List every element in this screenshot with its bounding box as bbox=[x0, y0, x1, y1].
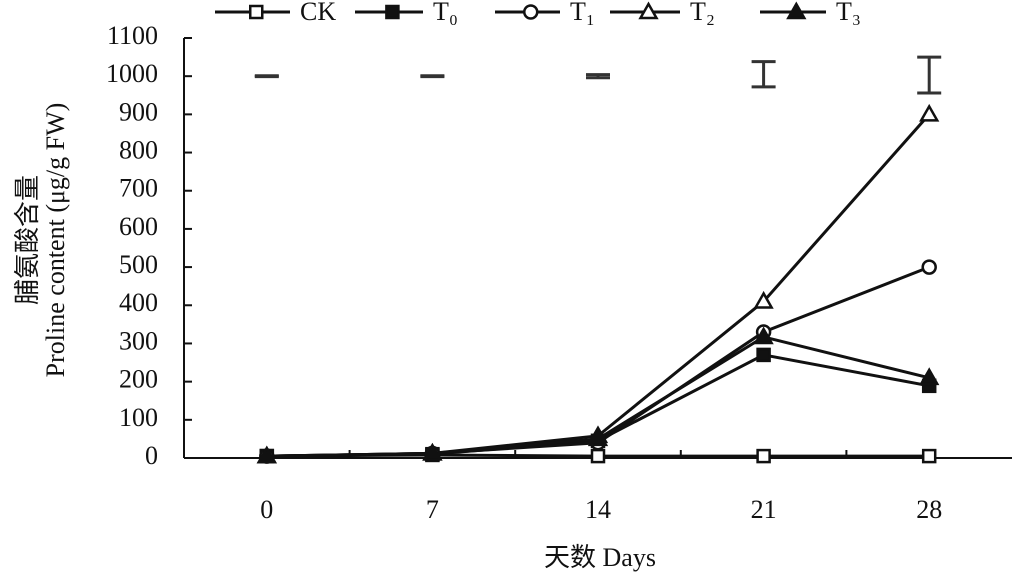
legend-marker bbox=[385, 4, 400, 20]
y-tick-label: 800 bbox=[119, 136, 158, 165]
x-axis-label: 天数 Days bbox=[544, 543, 656, 572]
data-point bbox=[919, 367, 940, 386]
legend-marker bbox=[249, 4, 264, 20]
data-point bbox=[590, 448, 606, 464]
y-tick-label: 1000 bbox=[106, 59, 158, 88]
legend-label: CK bbox=[300, 0, 336, 26]
error-bar bbox=[917, 55, 942, 95]
y-tick-label: 700 bbox=[119, 174, 158, 203]
error-bar bbox=[586, 73, 610, 80]
x-tick-label: 21 bbox=[751, 495, 777, 524]
x-tick-label: 7 bbox=[426, 495, 439, 524]
x-tick-label: 0 bbox=[260, 495, 273, 524]
y-tick-label: 1100 bbox=[107, 21, 158, 50]
data-point bbox=[919, 103, 940, 122]
y-tick-label: 500 bbox=[119, 250, 158, 279]
x-tick-label: 28 bbox=[916, 495, 942, 524]
legend-label: T₀ bbox=[433, 0, 458, 26]
data-point bbox=[921, 448, 937, 464]
y-tick-label: 600 bbox=[119, 212, 158, 241]
data-point bbox=[587, 428, 609, 447]
data-point bbox=[921, 259, 937, 275]
data-point bbox=[753, 290, 774, 309]
x-tick-label: 14 bbox=[585, 495, 611, 524]
y-tick-label: 100 bbox=[119, 403, 158, 432]
y-axis-label: Proline content (μg/g FW) bbox=[41, 103, 70, 378]
y-tick-label: 300 bbox=[119, 326, 158, 355]
data-point bbox=[756, 347, 771, 363]
legend-label: T₃ bbox=[836, 0, 861, 26]
legend-marker bbox=[523, 4, 539, 20]
y-tick-label: 400 bbox=[119, 288, 158, 317]
y-tick-label: 200 bbox=[119, 365, 158, 394]
legend-marker bbox=[638, 1, 659, 20]
error-bar bbox=[751, 60, 776, 89]
legend-label: T₁ bbox=[570, 0, 595, 26]
y-tick-label: 900 bbox=[119, 97, 158, 126]
data-point bbox=[422, 442, 443, 461]
data-point bbox=[256, 445, 277, 464]
error-bar bbox=[420, 74, 445, 79]
data-point bbox=[753, 326, 774, 345]
error-bar bbox=[254, 74, 279, 79]
data-point bbox=[756, 448, 771, 464]
legend-label: T₂ bbox=[690, 0, 715, 26]
legend-marker bbox=[786, 1, 807, 20]
y-axis-label: 脯氨酸含量 bbox=[13, 175, 42, 305]
y-tick-label: 0 bbox=[145, 441, 158, 470]
series-line bbox=[266, 113, 931, 458]
